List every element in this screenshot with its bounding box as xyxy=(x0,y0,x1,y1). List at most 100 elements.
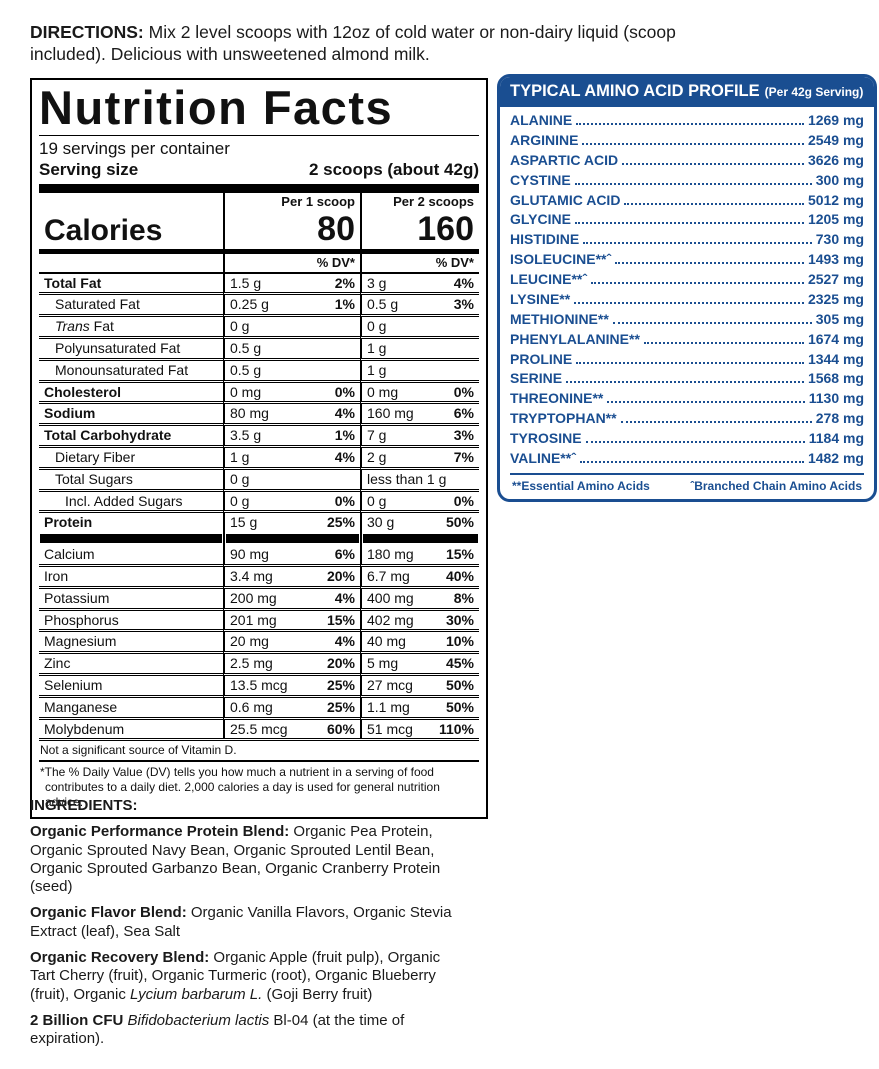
amino-value: 730 mg xyxy=(815,231,864,248)
amino-value: 1568 mg xyxy=(807,370,864,387)
amino-list: ALANINE 1269 mg ARGININE 2549 mg ASPARTIC AC… xyxy=(500,107,874,499)
ingredients-text-segment: Organic Vanilla Flavors, Organic Stevia … xyxy=(30,904,452,940)
nutrient-daily-value: 4% xyxy=(334,589,355,606)
nutrient-amount: 180 mg xyxy=(367,546,414,563)
dv-header-spacer xyxy=(39,254,223,274)
amino-name: GLUTAMIC ACID xyxy=(510,191,621,208)
amino-footnotes: **Essential Amino Acids ˆBranched Chain … xyxy=(510,472,864,493)
column-header-per-1-scoop: Per 1 scoop xyxy=(223,192,360,210)
ingredients-text-segment: Bl-04 (at the time of expiration). xyxy=(30,1011,405,1048)
nutrient-label: Trans Fat xyxy=(39,317,223,340)
nutrient-amount: 0 g xyxy=(367,318,387,335)
amino-name: TYROSINE xyxy=(510,430,582,446)
dot-leader xyxy=(566,381,804,384)
nutrient-amount: 1 g xyxy=(367,340,387,357)
nutrient-values-per-1-scoop: 0 mg 0% xyxy=(223,382,360,405)
nutrient-amount: 20 mg xyxy=(230,633,269,650)
amino-row: ARGININE 2549 mg xyxy=(510,131,864,151)
nutrient-label: Zinc xyxy=(39,654,223,676)
nutrient-daily-value: 45% xyxy=(445,655,474,672)
amino-name: ASPARTIC ACID xyxy=(510,151,619,168)
nutrient-values-per-2-scoops: 27 mcg 50% xyxy=(360,675,479,698)
directions-text: DIRECTIONS: Mix 2 level scoops with 12oz… xyxy=(30,22,702,66)
serving-size-value: 2 scoops (about 42g) xyxy=(308,159,479,179)
nutrient-amount: 0 mg xyxy=(230,383,262,400)
nutrient-amount: 7 g xyxy=(367,427,387,444)
nutrient-label: Phosphorus xyxy=(39,611,223,633)
amino-name: ARGININE xyxy=(510,131,579,148)
nutrient-label: Total Carbohydrate xyxy=(39,426,223,448)
nutrient-values-per-2-scoops: 51 mcg 110% xyxy=(360,719,479,739)
nutrient-amount: 0.5 g xyxy=(367,296,399,313)
dv-header-per-1-scoop: % DV* xyxy=(223,254,360,274)
nutrient-amount: 15 g xyxy=(230,514,258,531)
dot-leader xyxy=(615,262,804,265)
dot-leader xyxy=(576,361,804,364)
nutrient-amount: 402 mg xyxy=(367,611,414,628)
amino-row: SERINE 1568 mg xyxy=(510,369,864,389)
nutrient-values-per-1-scoop: 0 g xyxy=(223,469,360,492)
nutrient-amount: 27 mcg xyxy=(367,676,413,693)
amino-value: 1482 mg xyxy=(807,449,864,466)
nutrient-values-per-1-scoop: 13.5 mcg 25% xyxy=(223,675,360,698)
nutrient-values-per-1-scoop: 0.25 g 1% xyxy=(223,295,360,318)
amino-name: ALANINE xyxy=(510,112,573,128)
serving-size-label: Serving size xyxy=(39,159,139,179)
amino-name: LEUCINE**ˆ xyxy=(510,271,588,287)
nutrient-daily-value: 15% xyxy=(445,546,474,563)
amino-value: 1184 mg xyxy=(808,430,864,446)
amino-row: GLYCINE 1205 mg xyxy=(510,210,864,230)
nutrient-amount: 1 g xyxy=(230,449,250,465)
nutrient-daily-value: 0% xyxy=(453,492,474,509)
section-divider-bar xyxy=(39,532,223,545)
bcaa-footnote: ˆBranched Chain Amino Acids xyxy=(690,478,862,493)
nutrient-values-per-2-scoops: 1 g xyxy=(360,360,479,383)
nutrient-amount: 2 g xyxy=(367,449,387,465)
amino-name: CYSTINE xyxy=(510,171,571,188)
nutrient-amount: 0 g xyxy=(230,318,250,335)
dot-leader xyxy=(576,123,804,125)
amino-panel-header: TYPICAL AMINO ACID PROFILE (Per 42g Serv… xyxy=(500,77,874,107)
nutrient-label: Selenium xyxy=(39,676,223,698)
column-header-per-2-scoops: Per 2 scoops xyxy=(360,192,479,210)
dot-leader xyxy=(582,142,804,145)
amino-value: 2549 mg xyxy=(807,131,864,148)
nutrient-amount: 0.6 mg xyxy=(230,698,273,715)
amino-value: 2527 mg xyxy=(807,271,864,287)
nutrient-label: Incl. Added Sugars xyxy=(39,492,223,514)
nutrient-amount: 5 mg xyxy=(367,655,399,672)
nutrient-amount: 200 mg xyxy=(230,589,277,606)
nutrient-daily-value: 8% xyxy=(453,589,474,606)
amino-row: TYROSINE 1184 mg xyxy=(510,429,864,449)
dot-leader xyxy=(643,341,804,344)
nutrient-values-per-2-scoops: 0 g 0% xyxy=(360,491,479,514)
nutrient-values-per-1-scoop: 0.5 g xyxy=(223,339,360,361)
nutrient-amount: 6.7 mg xyxy=(367,567,410,584)
nutrient-daily-value: 0% xyxy=(334,492,355,509)
amino-row: HISTIDINE 730 mg xyxy=(510,230,864,250)
ingredients-text-segment: Organic Recovery Blend: xyxy=(30,949,214,967)
nutrition-facts-title: Nutrition Facts xyxy=(39,84,479,136)
amino-panel-title: TYPICAL AMINO ACID PROFILE xyxy=(510,82,760,100)
section-divider-bar xyxy=(360,532,479,546)
nutrient-label: Saturated Fat xyxy=(39,295,223,318)
nutrient-values-per-2-scoops: 0.5 g 3% xyxy=(360,295,479,318)
nutrient-amount: 400 mg xyxy=(367,589,414,606)
ingredients-text-segment: 2 Billion CFU xyxy=(30,1011,128,1029)
ingredients-paragraph: Organic Performance Protein Blend: Organ… xyxy=(30,823,462,896)
nutrient-daily-value: 7% xyxy=(453,449,474,465)
nutrient-amount: 2.5 mg xyxy=(230,655,273,672)
nutrient-amount: 0 g xyxy=(367,492,387,509)
nutrient-amount: 0.5 g xyxy=(230,340,262,357)
ingredients-section: INGREDIENTS: Organic Performance Protein… xyxy=(30,797,462,1057)
nutrient-daily-value: 10% xyxy=(445,633,474,650)
amino-name: GLYCINE xyxy=(510,211,571,228)
amino-row: ASPARTIC ACID 3626 mg xyxy=(510,151,864,171)
amino-row: THREONINE** 1130 mg xyxy=(510,389,864,409)
dot-leader xyxy=(574,182,812,185)
nutrient-amount: 3 g xyxy=(367,274,387,291)
amino-name: PHENYLALANINE** xyxy=(510,330,640,347)
nutrient-daily-value: 20% xyxy=(326,655,355,672)
ingredients-text-segment: Organic Performance Protein Blend: xyxy=(30,823,294,841)
section-divider-bar xyxy=(223,532,360,546)
